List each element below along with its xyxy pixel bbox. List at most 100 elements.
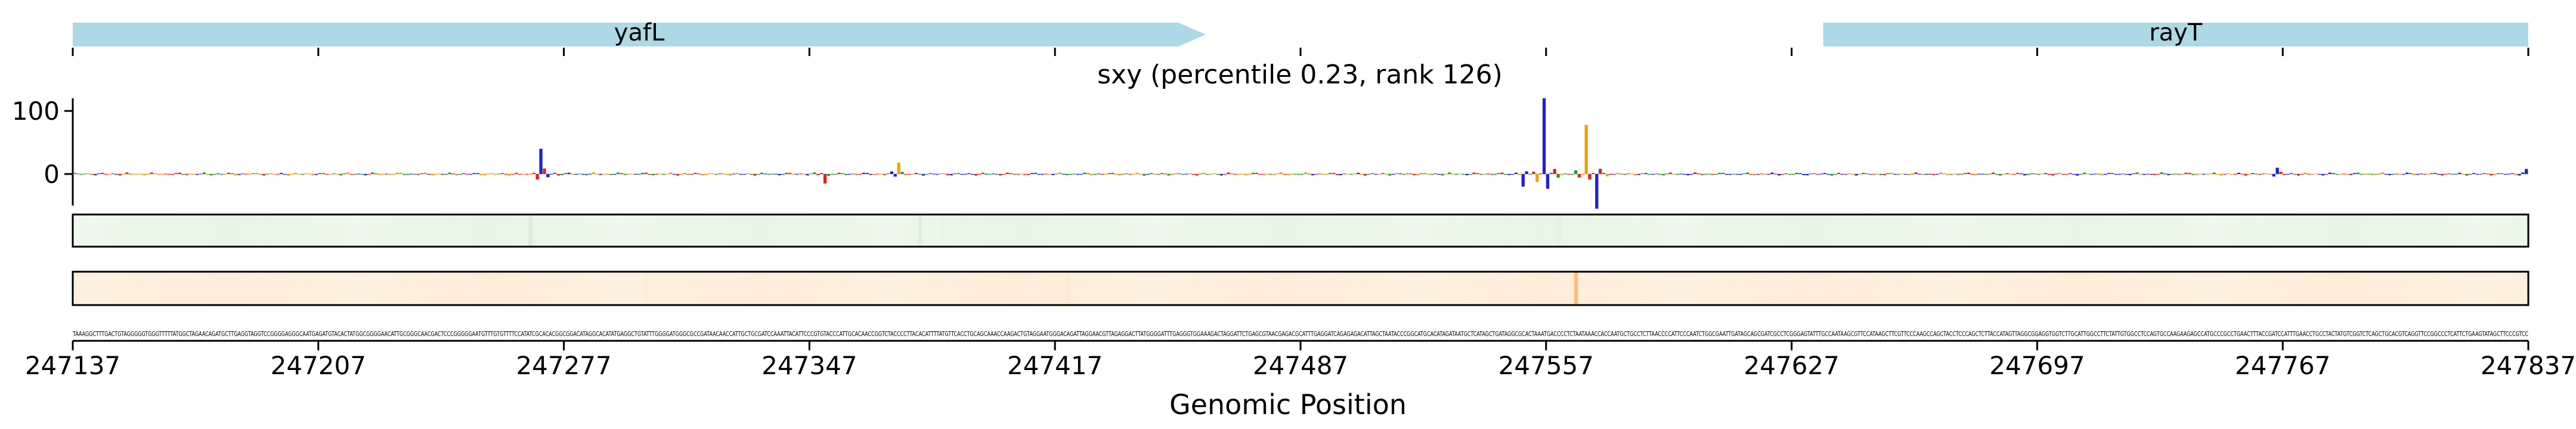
attribution-bar — [1774, 173, 1778, 175]
heatmap-cell — [1143, 272, 1146, 305]
heatmap-cell — [1641, 214, 1645, 247]
attribution-bar — [567, 172, 571, 175]
heatmap-cell — [571, 272, 574, 305]
heatmap-cell — [2002, 214, 2006, 247]
heatmap-cell — [1167, 214, 1171, 247]
heatmap-cell — [2472, 272, 2476, 305]
heatmap-cell — [949, 272, 954, 305]
heatmap-cell — [371, 214, 374, 247]
attribution-bar — [2318, 173, 2321, 175]
heatmap-cell — [2054, 214, 2059, 247]
heatmap-cell — [2104, 214, 2108, 247]
heatmap-cell — [1377, 214, 1381, 247]
heatmap-cell — [1423, 214, 1427, 247]
attribution-bar — [1605, 174, 1609, 176]
heatmap-cell — [1465, 214, 1469, 247]
attribution-bar — [2507, 173, 2510, 175]
heatmap-cell — [763, 272, 768, 305]
heatmap-cell — [2086, 214, 2091, 247]
attribution-bar — [886, 173, 890, 175]
heatmap-cell — [2391, 272, 2395, 305]
heatmap-cell — [1212, 214, 1217, 247]
x-tick-label: 247767 — [2235, 351, 2330, 380]
heatmap-cell — [946, 272, 950, 305]
heatmap-cell — [742, 272, 747, 305]
heatmap-background — [73, 214, 2528, 247]
heatmap-cell — [2191, 272, 2195, 305]
heatmap-cell — [1301, 214, 1305, 247]
attribution-bar — [1195, 174, 1199, 176]
attribution-bar — [746, 173, 750, 175]
attribution-bar — [1742, 173, 1746, 175]
x-tick-label: 247837 — [2481, 351, 2576, 380]
heatmap-cell — [1683, 272, 1686, 305]
heatmap-cell — [550, 214, 554, 247]
attribution-bar — [413, 174, 416, 175]
heatmap-cell — [2079, 214, 2083, 247]
attribution-bar — [704, 174, 708, 175]
attribution-bar — [2408, 173, 2413, 175]
heatmap-cell — [852, 214, 855, 247]
heatmap-cell — [581, 214, 585, 247]
heatmap-cell — [1423, 272, 1427, 305]
attribution-bar — [1504, 174, 1507, 175]
heatmap-cell — [122, 272, 125, 305]
heatmap-cell — [722, 214, 726, 247]
heatmap-cell — [104, 214, 108, 247]
heatmap-cell — [1041, 214, 1045, 247]
heatmap-cell — [1788, 272, 1792, 305]
heatmap-cell — [1553, 214, 1557, 247]
heatmap-cell — [336, 272, 339, 305]
heatmap-cell — [1904, 214, 1908, 247]
heatmap-cell — [1244, 214, 1249, 247]
heatmap-cell — [1234, 272, 1238, 305]
heatmap-cell — [1371, 214, 1374, 247]
attribution-bar — [1893, 174, 1897, 175]
heatmap-cell — [1321, 214, 1326, 247]
attribution-bar — [2026, 174, 2030, 175]
heatmap-cell — [525, 214, 530, 247]
heatmap-cell — [1048, 214, 1052, 247]
heatmap-cell — [1069, 272, 1073, 305]
heatmap-cell — [1188, 272, 1192, 305]
heatmap-cell — [1199, 214, 1202, 247]
heatmap-cell — [1353, 214, 1357, 247]
attribution-bar — [1160, 173, 1163, 175]
heatmap-cell — [1753, 272, 1757, 305]
heatmap-cell — [1486, 214, 1491, 247]
heatmap-cell — [2493, 272, 2497, 305]
heatmap-cell — [308, 272, 311, 305]
attribution-bar — [381, 174, 385, 175]
gene-label-yafL: yafL — [614, 19, 665, 46]
heatmap-cell — [2490, 214, 2493, 247]
heatmap-cell — [2206, 272, 2209, 305]
attribution-bar — [1539, 173, 1543, 175]
heatmap-cell — [497, 214, 501, 247]
heatmap-cell — [2153, 214, 2157, 247]
heatmap-cell — [1304, 214, 1308, 247]
heatmap-cell — [539, 214, 543, 247]
heatmap-cell — [641, 214, 645, 247]
heatmap-cell — [1090, 272, 1094, 305]
heatmap-cell — [2005, 214, 2010, 247]
attribution-bar — [1212, 173, 1216, 175]
attribution-bar — [1216, 174, 1220, 175]
heatmap-cell — [1588, 214, 1592, 247]
heatmap-cell — [714, 272, 719, 305]
heatmap-cell — [971, 272, 975, 305]
heatmap-cell — [1634, 214, 1637, 247]
heatmap-cell — [1122, 272, 1125, 305]
heatmap-cell — [2188, 214, 2191, 247]
attribution-bar — [2237, 172, 2241, 175]
heatmap-cell — [915, 272, 918, 305]
heatmap-cell — [1995, 214, 1999, 247]
attribution-bar — [2275, 167, 2279, 175]
heatmap-cell — [683, 272, 687, 305]
attribution-bar — [2170, 174, 2174, 175]
heatmap-cell — [1605, 214, 1610, 247]
heatmap-cell — [1346, 272, 1350, 305]
attribution-bar — [2384, 173, 2388, 175]
heatmap-cell — [1335, 214, 1340, 247]
heatmap-cell — [1932, 214, 1936, 247]
heatmap-cell — [1079, 272, 1083, 305]
